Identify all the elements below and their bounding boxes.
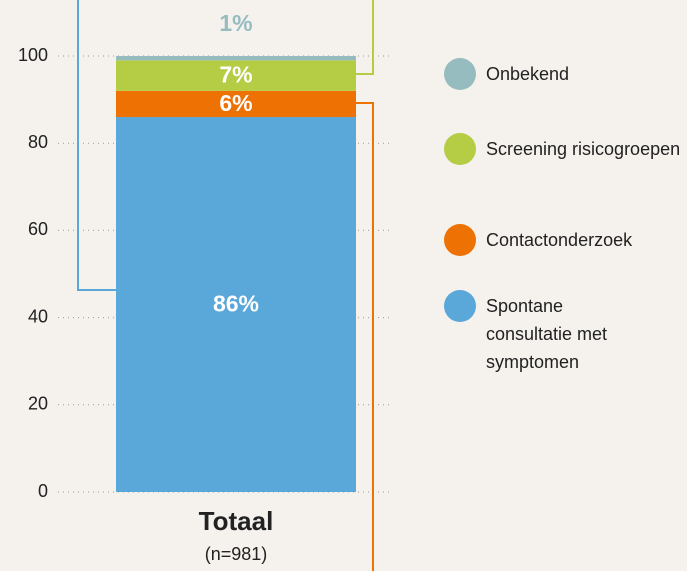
- connector: [77, 0, 116, 291]
- connector: [356, 0, 374, 75]
- value-label: 86%: [213, 291, 259, 317]
- legend-swatch: [444, 133, 476, 165]
- y-tick-label: 80: [28, 132, 48, 152]
- y-tick-label: 60: [28, 219, 48, 239]
- connector: [356, 102, 374, 571]
- legend-label: Screening risicogroepen: [486, 139, 681, 159]
- value-label: 7%: [219, 62, 252, 88]
- grid: [58, 55, 392, 493]
- y-tick-label: 20: [28, 394, 48, 414]
- legend-swatch: [444, 224, 476, 256]
- bar-segment: [116, 90, 356, 118]
- value-label: 6%: [219, 90, 252, 116]
- legend-swatch: [444, 58, 476, 90]
- legend-swatch: [444, 290, 476, 322]
- y-tick-label: 100: [18, 45, 48, 65]
- legend-label: Spontane consultatie met symptomen: [486, 296, 608, 372]
- bar-segment: [116, 117, 356, 492]
- legend-label: Onbekend: [486, 64, 570, 84]
- bar-segment: [116, 60, 356, 91]
- subtitle: (n=981): [205, 544, 268, 564]
- y-tick-label: 40: [28, 306, 48, 326]
- legend-label: Contactonderzoek: [486, 230, 633, 250]
- y-tick-label: 0: [38, 481, 48, 501]
- value-label: 1%: [219, 10, 252, 36]
- bar-segment: [116, 56, 356, 61]
- category-label: Totaal: [199, 506, 274, 536]
